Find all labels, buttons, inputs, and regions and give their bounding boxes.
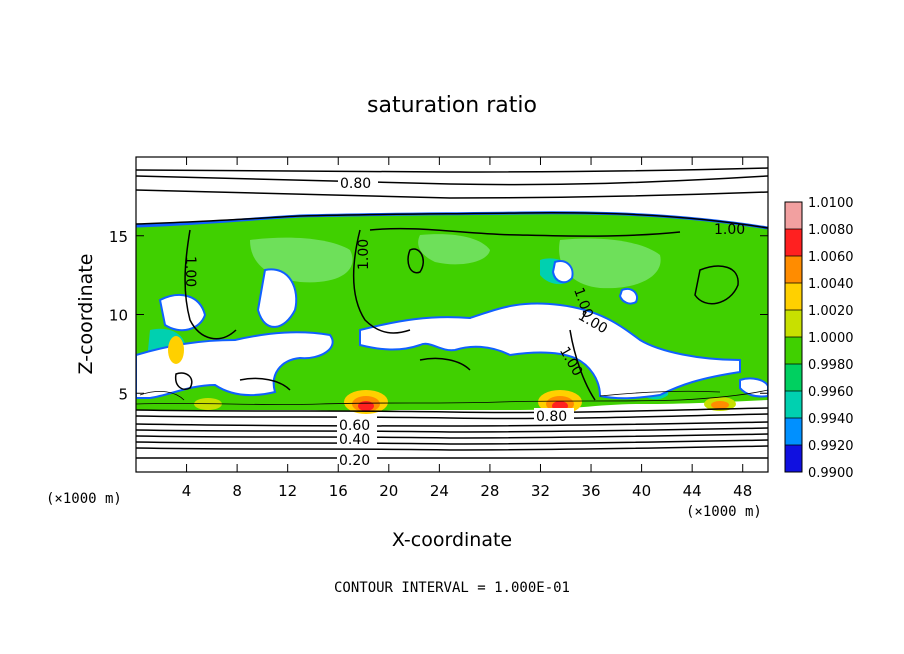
colorbar-swatch	[785, 337, 802, 365]
x-tick-label: 28	[480, 482, 499, 500]
colorbar-swatch	[785, 391, 802, 419]
x-unit-label: (×1000 m)	[686, 504, 762, 520]
colorbar-label: 1.0000	[808, 331, 854, 346]
colorbar-swatch	[785, 256, 802, 284]
colorbar-label: 0.9980	[808, 358, 854, 373]
x-tick-label: 44	[683, 482, 702, 500]
colorbar-swatch	[785, 202, 802, 230]
colorbar-label: 1.0080	[808, 223, 854, 238]
contour-label: 1.00	[182, 256, 198, 287]
y-axis-label: Z-coordinate	[75, 254, 97, 375]
contour-line-080-bottom	[136, 407, 768, 414]
y-tick-label: 5	[118, 385, 128, 403]
contour-label: 1.00	[356, 239, 372, 270]
x-tick-label: 48	[733, 482, 752, 500]
contour-label: 0.40	[339, 432, 370, 448]
contour-label: 1.00	[714, 222, 745, 238]
dry-intrusion	[158, 294, 207, 332]
x-tick-label: 16	[329, 482, 348, 500]
colorbar-label: 1.0100	[808, 196, 854, 211]
colorbar-swatch	[785, 445, 802, 473]
x-tick-label: 24	[430, 482, 449, 500]
colorbar-label: 1.0060	[808, 250, 854, 265]
y-tick-label: 10	[109, 307, 128, 325]
x-axis-label: X-coordinate	[392, 529, 512, 551]
x-tick-label: 20	[379, 482, 398, 500]
y-unit-label: (×1000 m)	[46, 491, 122, 507]
colorbar-label: 0.9900	[808, 466, 854, 481]
colorbar-label: 0.9960	[808, 385, 854, 400]
x-tick-label: 12	[278, 482, 297, 500]
colorbar-swatch	[785, 283, 802, 311]
contour-line-080-top	[136, 175, 768, 186]
colorbar-swatch	[785, 364, 802, 392]
contour-label: 0.20	[339, 453, 370, 469]
x-tick-label: 40	[632, 482, 651, 500]
colorbar-label: 1.0040	[808, 277, 854, 292]
colorbar-swatch	[785, 418, 802, 446]
colorbar-label: 0.9940	[808, 412, 854, 427]
x-tick-label: 4	[182, 482, 192, 500]
x-tick-label: 32	[531, 482, 550, 500]
chart-title: saturation ratio	[367, 93, 537, 118]
x-tick-label: 36	[581, 482, 600, 500]
contour-interval-note: CONTOUR INTERVAL = 1.000E-01	[334, 580, 570, 596]
contour-label: 0.80	[536, 409, 567, 425]
colorbar-swatch	[785, 310, 802, 338]
y-tick-label: 15	[109, 228, 128, 246]
colorbar: 1.0100 1.0080 1.0060 1.0040 1.0020 1.0000 0.99…	[784, 196, 854, 481]
colorbar-label: 0.9920	[808, 439, 854, 454]
colorbar-label: 1.0020	[808, 304, 854, 319]
colorbar-swatch	[785, 229, 802, 257]
saturation-field	[136, 157, 768, 472]
x-tick-label: 8	[232, 482, 242, 500]
contour-label: 0.80	[340, 176, 371, 192]
